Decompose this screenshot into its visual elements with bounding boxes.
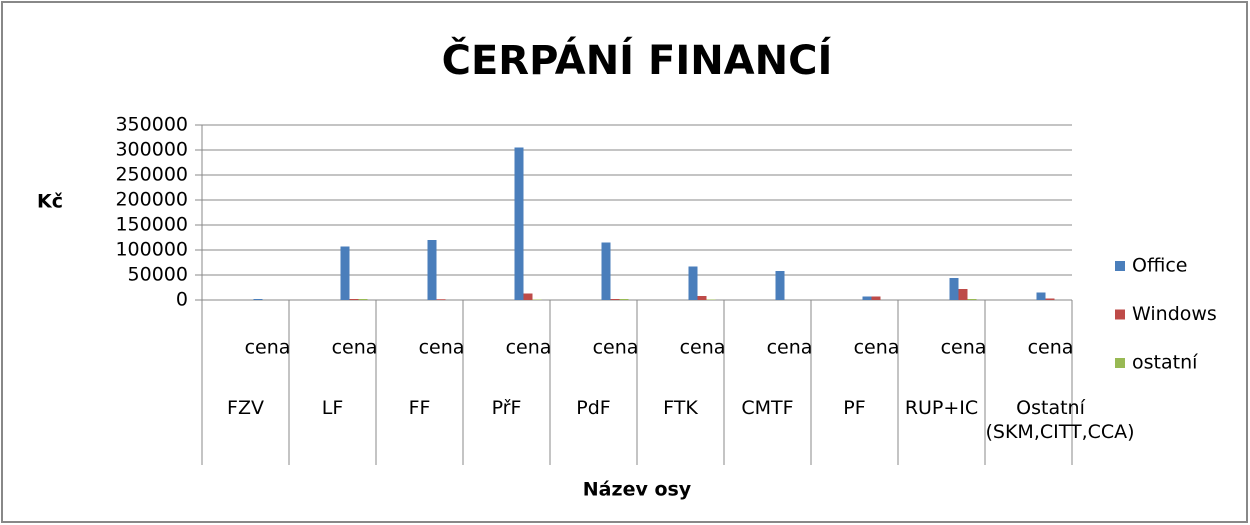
y-tick-label: 350000 <box>115 114 188 136</box>
bar <box>253 299 263 300</box>
legend-label: ostatní <box>1132 352 1198 374</box>
bar <box>358 299 368 300</box>
category-group-label: PřF <box>491 397 522 419</box>
bar <box>862 296 872 300</box>
bar <box>775 271 785 300</box>
bar <box>697 296 707 300</box>
bar <box>349 299 359 300</box>
bar <box>436 299 446 300</box>
legend-swatch <box>1115 261 1125 271</box>
bar <box>532 299 542 300</box>
x-tick-label: cena <box>767 337 813 359</box>
category-group-label: PF <box>843 397 866 419</box>
bar <box>871 296 881 300</box>
y-axis-title: Kč <box>37 191 63 213</box>
bar <box>706 299 716 300</box>
y-tick-label: 0 <box>176 289 188 311</box>
legend-swatch <box>1115 309 1125 320</box>
y-tick-label: 150000 <box>115 214 188 236</box>
x-tick-label: cena <box>332 337 378 359</box>
legend-label: Office <box>1132 255 1187 277</box>
x-tick-label: cena <box>1028 337 1074 359</box>
y-tick-label: 100000 <box>115 239 188 261</box>
bar <box>688 266 698 300</box>
bar <box>340 246 350 300</box>
bar <box>1036 292 1046 300</box>
category-group-label: FF <box>408 397 431 419</box>
category-group-label: CMTF <box>741 397 794 419</box>
bar <box>958 289 968 300</box>
category-group-label: PdF <box>576 397 611 419</box>
x-tick-label: cena <box>419 337 465 359</box>
x-tick-label: cena <box>854 337 900 359</box>
bar <box>601 242 611 300</box>
chart-title: ČERPÁNÍ FINANCÍ <box>442 36 833 84</box>
x-tick-label: cena <box>593 337 639 359</box>
category-group-label: Ostatní (SKM,CITT,CCA) <box>985 397 1135 443</box>
x-tick-label: cena <box>506 337 552 359</box>
category-group-label: FZV <box>227 397 264 419</box>
bar <box>610 299 620 300</box>
bar <box>949 278 959 300</box>
bar <box>967 299 977 300</box>
bar <box>619 299 629 300</box>
y-tick-label: 200000 <box>115 189 188 211</box>
y-tick-label: 250000 <box>115 164 188 186</box>
category-group-label: LF <box>321 397 344 419</box>
bar <box>514 147 524 300</box>
bar <box>427 240 437 300</box>
bar <box>1045 298 1055 300</box>
x-tick-label: cena <box>941 337 987 359</box>
category-group-label: RUP+IC <box>904 397 979 419</box>
legend-label: Windows <box>1132 303 1217 325</box>
y-tick-label: 300000 <box>115 139 188 161</box>
x-axis-title: Název osy <box>583 479 692 501</box>
y-tick-label: 50000 <box>128 264 188 286</box>
x-tick-label: cena <box>245 337 291 359</box>
bar <box>523 293 533 300</box>
legend-swatch <box>1115 358 1125 368</box>
category-group-label: FTK <box>663 397 698 419</box>
x-tick-label: cena <box>680 337 726 359</box>
